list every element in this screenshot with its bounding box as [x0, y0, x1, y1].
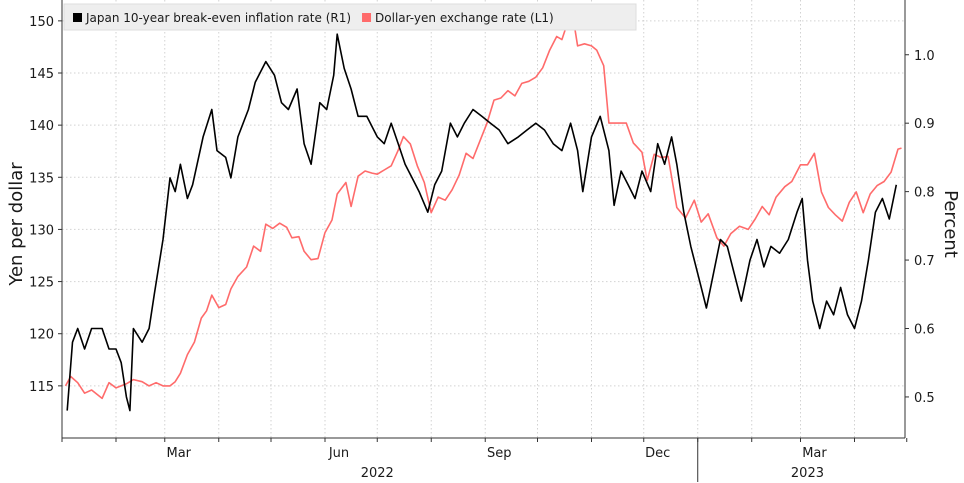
tick-labels: 115 120 125 130 135 140 145 150 0.5 0.6 0.7 0.8 0.9 1…: [6, 15, 961, 481]
series-line-dollar-yen: [64, 11, 902, 400]
left-tick-label: 130: [29, 223, 54, 238]
right-tick-label: 0.8: [914, 186, 935, 201]
axes: [58, 0, 909, 482]
x-tick-label: Dec: [645, 446, 670, 461]
left-tick-label: 120: [29, 328, 54, 343]
left-tick-label: 140: [29, 119, 54, 134]
legend-label: Japan 10-year break-even inflation rate …: [85, 11, 351, 25]
x-tick-label: Sep: [487, 446, 512, 461]
x-year-label: 2022: [361, 466, 394, 481]
series: [64, 11, 902, 412]
legend-label: Dollar-yen exchange rate (L1): [375, 11, 554, 25]
legend-box: [63, 3, 637, 31]
right-tick-label: 1.0: [914, 49, 935, 64]
right-axis-title: Percent: [940, 190, 961, 258]
left-tick-label: 150: [29, 15, 54, 30]
x-year-label: 2023: [791, 466, 824, 481]
left-tick-label: 135: [29, 171, 54, 186]
legend-swatch: [362, 13, 372, 22]
left-tick-label: 145: [29, 67, 54, 82]
right-tick-label: 0.7: [914, 254, 935, 269]
legend: Japan 10-year break-even inflation rate …: [63, 3, 637, 31]
right-tick-label: 0.5: [914, 391, 935, 406]
grid: [62, 0, 905, 438]
series-line-breakeven: [66, 33, 898, 412]
x-tick-label: Mar: [802, 446, 827, 461]
left-tick-label: 115: [29, 380, 54, 395]
right-tick-label: 0.6: [914, 323, 935, 338]
right-tick-label: 0.9: [914, 117, 935, 132]
x-tick-label: Mar: [166, 446, 191, 461]
x-tick-label: Jun: [328, 446, 349, 461]
left-axis-title: Yen per dollar: [6, 162, 27, 287]
left-tick-label: 125: [29, 276, 54, 291]
legend-swatch: [73, 13, 82, 22]
